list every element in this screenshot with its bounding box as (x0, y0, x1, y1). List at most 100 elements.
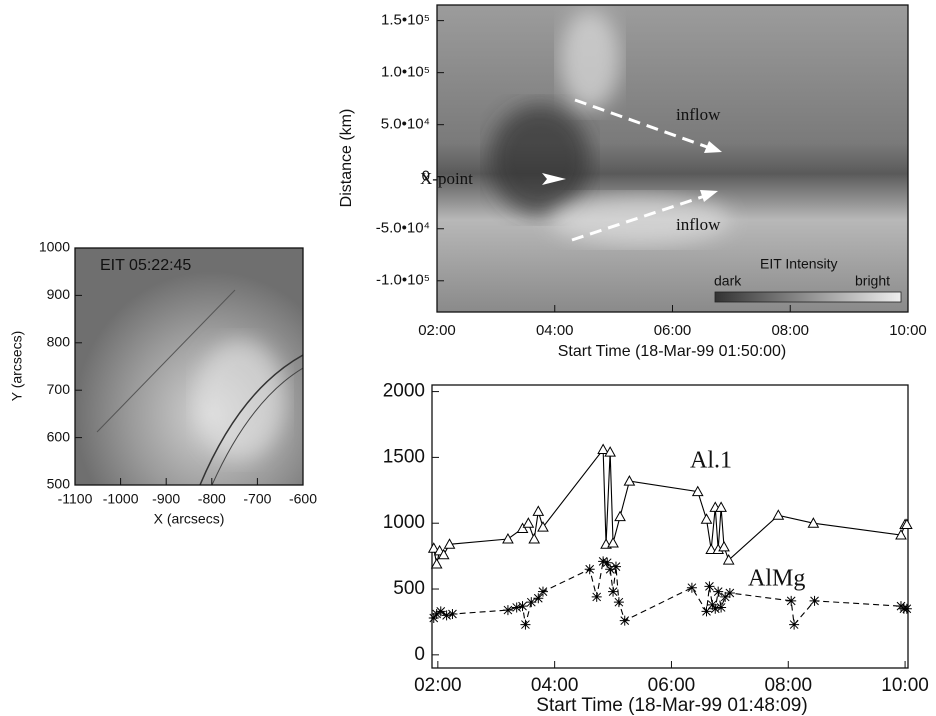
annotation: EIT 05:22:45 (100, 257, 191, 274)
annotation: inflow (676, 105, 721, 124)
limb-arc (199, 354, 303, 485)
x-tick-label: 08:00 (764, 675, 812, 696)
marker (517, 601, 528, 612)
x-tick-label: -900 (152, 491, 180, 507)
marker (715, 501, 727, 512)
annotation: inflow (676, 215, 721, 234)
marker (786, 595, 797, 606)
marker (614, 510, 626, 522)
marker (522, 517, 535, 528)
y-axis-label: Y (arcsecs) (9, 331, 25, 402)
marker (605, 564, 616, 575)
y-tick-label: 1.5•10⁵ (381, 12, 430, 29)
marker (895, 529, 907, 540)
x-tick-label: 06:00 (654, 322, 692, 339)
marker (437, 548, 450, 560)
marker (691, 485, 704, 497)
plot-frame (74, 247, 304, 486)
arrow-head (542, 173, 566, 185)
marker (701, 606, 712, 617)
marker (608, 586, 619, 597)
marker (435, 606, 446, 617)
series-label: Al.1 (690, 448, 732, 474)
x-tick-label: 08:00 (771, 322, 809, 339)
marker (584, 564, 595, 575)
y-tick-label: 500 (47, 476, 71, 492)
marker (707, 599, 718, 610)
marker (526, 597, 537, 608)
arrow-head (704, 141, 722, 153)
y-tick-label: 600 (47, 428, 71, 444)
x-axis-label: Start Time (18-Mar-99 01:50:00) (558, 343, 787, 360)
marker (537, 521, 549, 532)
x-tick-label: 04:00 (536, 322, 574, 339)
series-label: AlMg (748, 566, 805, 592)
marker (705, 543, 718, 555)
marker (623, 475, 636, 486)
marker (710, 603, 721, 614)
x-tick-label: 06:00 (648, 675, 696, 696)
marker (441, 610, 452, 621)
x-tick-label: -600 (289, 491, 317, 507)
marker (431, 609, 442, 620)
marker (704, 581, 715, 592)
marker (597, 443, 609, 454)
y-tick-label: 0 (422, 168, 430, 185)
marker (789, 619, 800, 630)
y-tick-label: 900 (47, 286, 71, 302)
x-tick-label: -800 (198, 491, 226, 507)
marker (900, 518, 913, 530)
dark-region (490, 105, 590, 215)
marker (700, 513, 713, 524)
annotation: dark (714, 273, 742, 289)
solar-image (75, 248, 303, 485)
y-tick-label: 800 (47, 334, 71, 350)
marker (716, 602, 727, 613)
x-tick-label: 10:00 (889, 322, 927, 339)
marker (598, 556, 609, 567)
marker (718, 540, 730, 552)
marker (722, 554, 735, 565)
marker (604, 446, 616, 457)
marker (610, 561, 621, 572)
marker (532, 505, 545, 516)
marker (511, 602, 522, 613)
marker (591, 591, 602, 602)
colorbar (714, 291, 902, 303)
series-line (433, 447, 907, 565)
x-axis-label: Start Time (18-Mar-99 01:48:09) (536, 695, 807, 716)
marker (607, 536, 619, 548)
y-tick-label: -5.0•10⁴ (376, 220, 430, 237)
x-tick-label: 02:00 (418, 322, 456, 339)
x-tick-label: 10:00 (881, 675, 929, 696)
x-tick-label: 04:00 (531, 675, 579, 696)
marker (520, 619, 531, 630)
y-tick-label: 1000 (39, 239, 70, 255)
y-axis-label: Distance (km) (338, 109, 355, 208)
marker (502, 605, 513, 616)
marker (686, 582, 697, 593)
time-distance-image (437, 5, 908, 312)
marker (428, 612, 439, 623)
x-axis-label: X (arcsecs) (154, 511, 225, 527)
limb-arc (211, 367, 303, 485)
x-tick-label: -1000 (103, 491, 139, 507)
marker (602, 557, 613, 568)
x-tick-label: -700 (243, 491, 271, 507)
arrow (571, 194, 706, 242)
x-tick-label: 02:00 (414, 675, 462, 696)
marker (619, 615, 630, 626)
y-tick-label: 0 (414, 644, 425, 665)
arrow (574, 98, 711, 150)
grid-line-diag (96, 289, 236, 433)
y-tick-label: 1.0•10⁵ (381, 64, 430, 81)
marker (528, 532, 541, 544)
marker (537, 586, 548, 597)
bright-loop (195, 340, 285, 460)
marker (427, 542, 440, 553)
marker (443, 538, 456, 549)
marker (613, 597, 624, 608)
marker (809, 595, 820, 606)
